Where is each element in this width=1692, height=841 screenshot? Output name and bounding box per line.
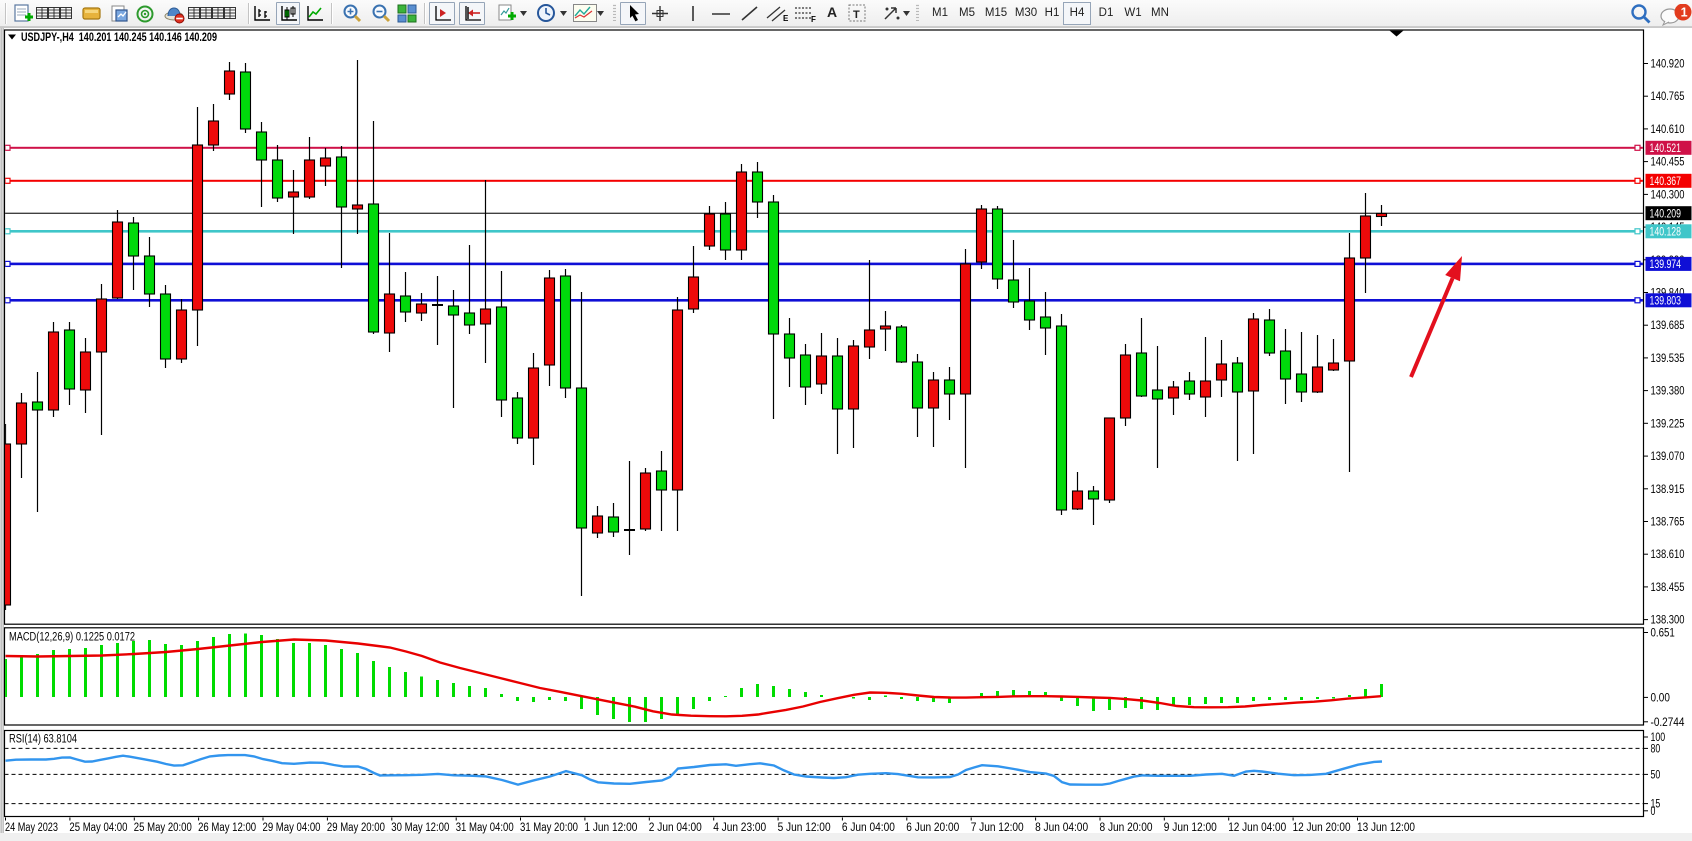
svg-text:138.915: 138.915 [1651, 484, 1685, 496]
svg-text:5 Jun 12:00: 5 Jun 12:00 [778, 822, 831, 834]
svg-text:138.765: 138.765 [1651, 517, 1685, 529]
svg-text:12 Jun 20:00: 12 Jun 20:00 [1293, 822, 1351, 834]
svg-text:E: E [783, 14, 789, 23]
svg-text:T: T [853, 9, 860, 21]
svg-text:139.380: 139.380 [1651, 386, 1685, 398]
svg-text:4 Jun 23:00: 4 Jun 23:00 [713, 822, 766, 834]
svg-text:7 Jun 12:00: 7 Jun 12:00 [971, 822, 1024, 834]
svg-text:138.300: 138.300 [1651, 615, 1685, 627]
svg-text:138.610: 138.610 [1651, 549, 1685, 561]
svg-text:25 May 04:00: 25 May 04:00 [69, 822, 127, 834]
svg-text:6 Jun 20:00: 6 Jun 20:00 [906, 822, 959, 834]
svg-text:29 May 20:00: 29 May 20:00 [327, 822, 385, 834]
svg-text:31 May 20:00: 31 May 20:00 [520, 822, 578, 834]
svg-text:30 May 12:00: 30 May 12:00 [391, 822, 449, 834]
svg-text:2 Jun 04:00: 2 Jun 04:00 [649, 822, 702, 834]
svg-text:140.128: 140.128 [1650, 227, 1682, 239]
svg-text:138.455: 138.455 [1651, 582, 1685, 594]
svg-text:6 Jun 04:00: 6 Jun 04:00 [842, 822, 895, 834]
svg-text:12 Jun 04:00: 12 Jun 04:00 [1228, 822, 1286, 834]
svg-text:140.367: 140.367 [1650, 176, 1682, 188]
svg-text:140.455: 140.455 [1651, 157, 1685, 169]
svg-text:MACD(12,26,9) 0.1225 0.0172: MACD(12,26,9) 0.1225 0.0172 [9, 632, 135, 644]
svg-text:50: 50 [1651, 769, 1661, 781]
svg-text:140.765: 140.765 [1651, 91, 1685, 103]
svg-text:8 Jun 04:00: 8 Jun 04:00 [1035, 822, 1088, 834]
svg-text:8 Jun 20:00: 8 Jun 20:00 [1100, 822, 1153, 834]
svg-text:F: F [811, 15, 816, 23]
svg-text:RSI(14) 63.8104: RSI(14) 63.8104 [9, 734, 77, 746]
svg-text:0: 0 [1651, 806, 1656, 818]
svg-text:139.685: 139.685 [1651, 320, 1685, 332]
svg-text:139.535: 139.535 [1651, 353, 1685, 365]
svg-text:26 May 12:00: 26 May 12:00 [198, 822, 256, 834]
svg-text:1 Jun 12:00: 1 Jun 12:00 [584, 822, 637, 834]
svg-text:24 May 2023: 24 May 2023 [5, 822, 58, 834]
svg-text:29 May 04:00: 29 May 04:00 [263, 822, 321, 834]
svg-text:140.920: 140.920 [1651, 59, 1685, 71]
svg-text:140.209: 140.209 [1650, 208, 1682, 220]
svg-text:USDJPY-,H4 140.201 140.245 14: USDJPY-,H4 140.201 140.245 140.146 140.2… [21, 32, 217, 44]
svg-text:0.00: 0.00 [1651, 692, 1670, 704]
svg-text:15: 15 [1651, 799, 1661, 811]
svg-text:140.610: 140.610 [1651, 124, 1685, 136]
svg-text:139.974: 139.974 [1650, 259, 1682, 271]
svg-text:139.803: 139.803 [1650, 296, 1682, 308]
svg-text:1: 1 [1681, 6, 1688, 20]
svg-text:0.651: 0.651 [1651, 628, 1675, 640]
svg-text:139.225: 139.225 [1651, 418, 1685, 430]
svg-text:13 Jun 12:00: 13 Jun 12:00 [1357, 822, 1415, 834]
svg-text:140.300: 140.300 [1651, 189, 1685, 201]
svg-text:-0.2744: -0.2744 [1651, 717, 1685, 729]
svg-text:25 May 20:00: 25 May 20:00 [134, 822, 192, 834]
svg-text:9 Jun 12:00: 9 Jun 12:00 [1164, 822, 1217, 834]
svg-text:100: 100 [1651, 732, 1666, 744]
svg-text:139.070: 139.070 [1651, 451, 1685, 463]
svg-text:140.521: 140.521 [1650, 143, 1682, 155]
svg-text:31 May 04:00: 31 May 04:00 [456, 822, 514, 834]
svg-text:80: 80 [1651, 743, 1661, 755]
